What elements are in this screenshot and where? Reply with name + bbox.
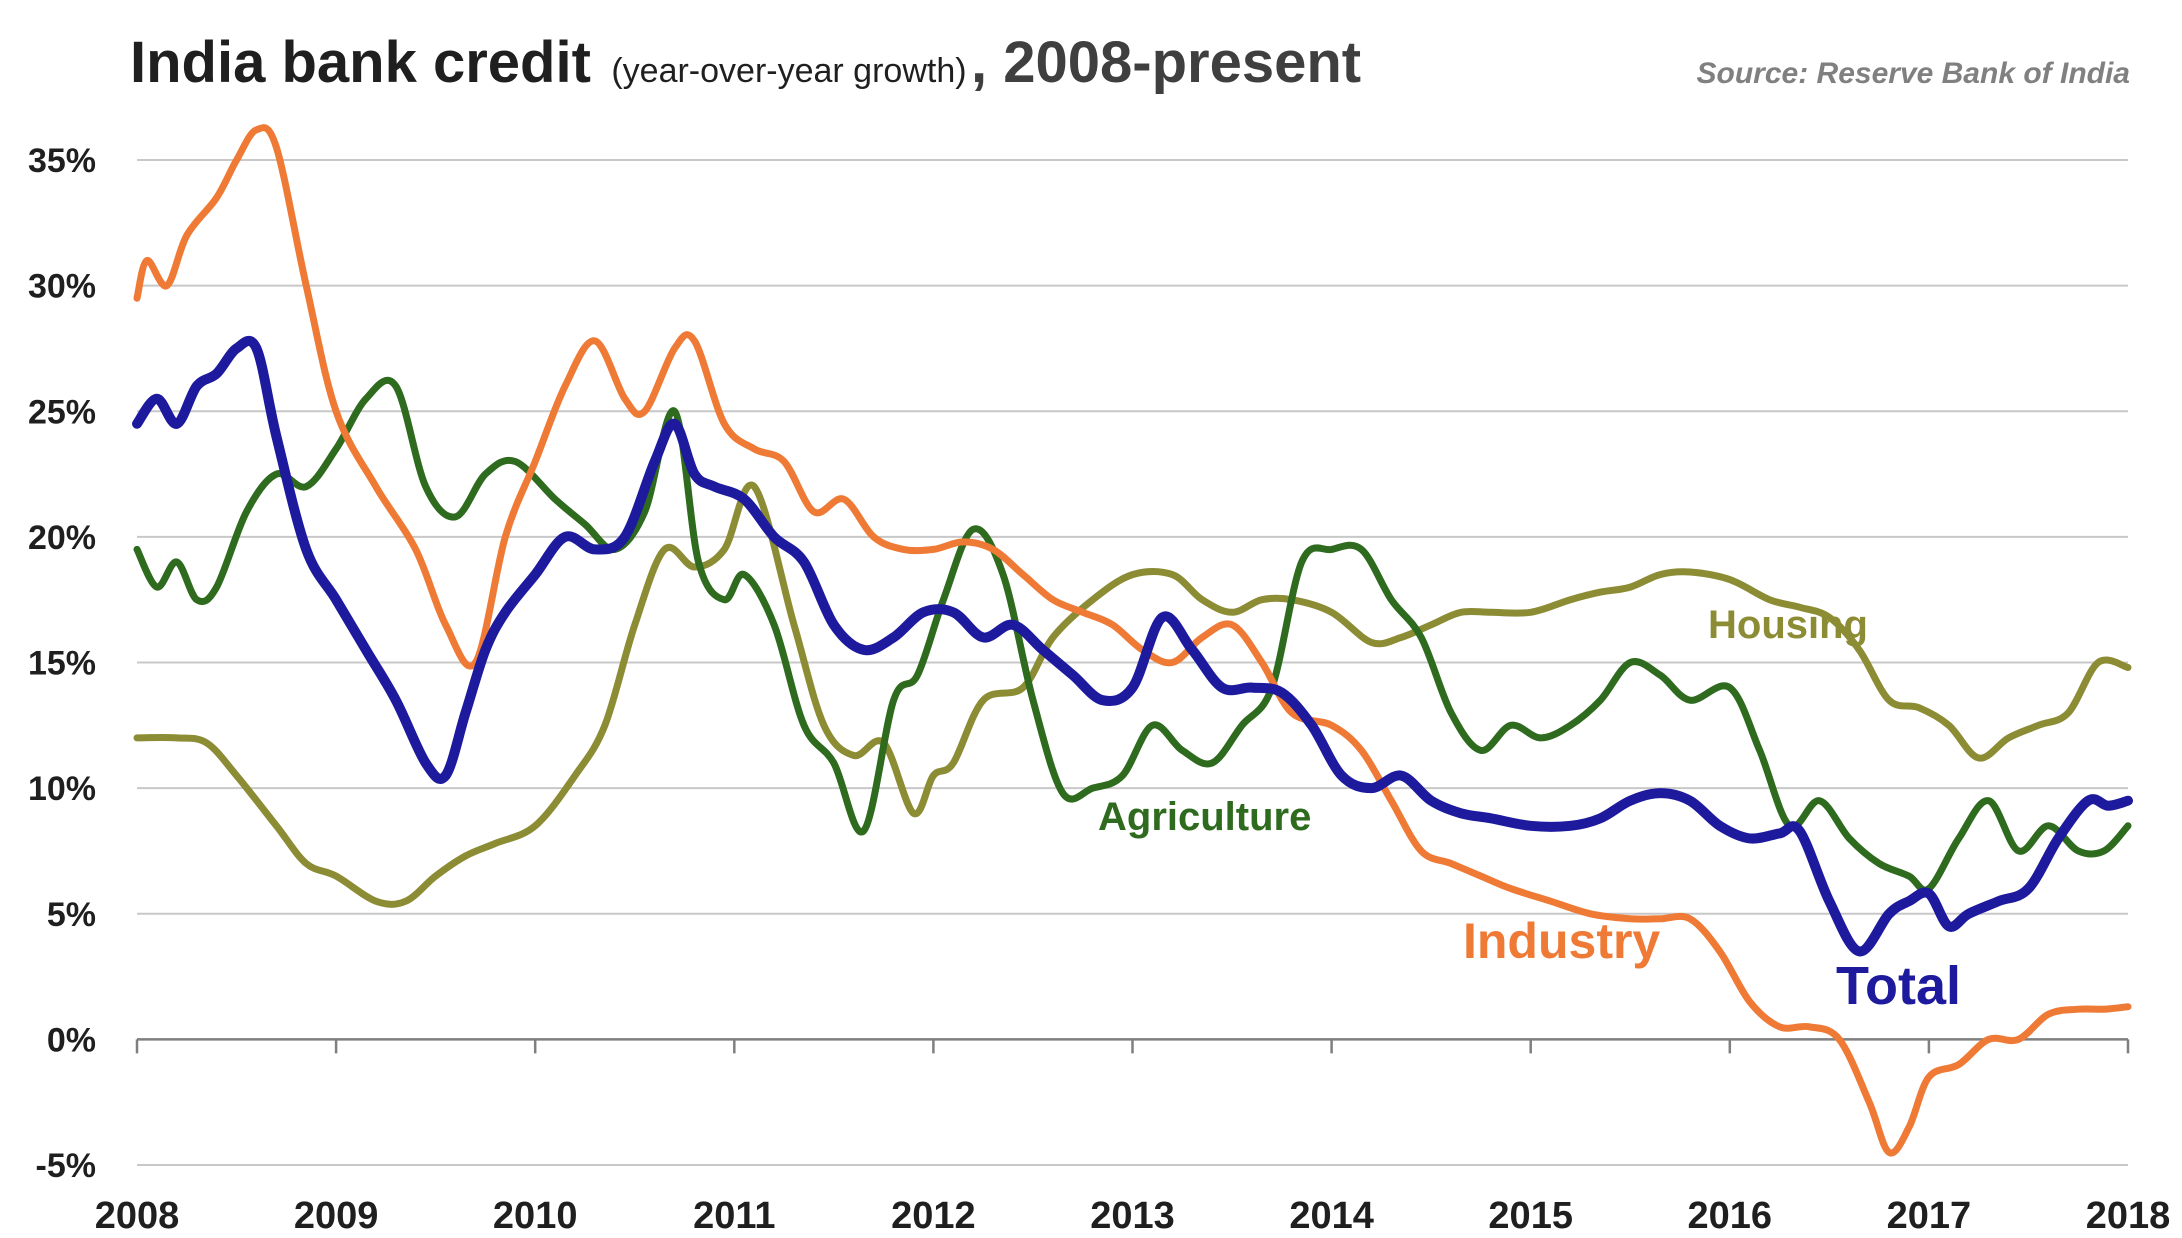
source-note: Source: Reserve Bank of India <box>1697 57 2130 90</box>
x-tick-label: 2008 <box>95 1195 180 1237</box>
x-tick-label: 2010 <box>493 1195 578 1237</box>
series-label-housing: Housing <box>1708 603 1868 647</box>
chart-title: India bank credit (year-over-year growth… <box>130 30 1361 95</box>
title-suffix: , 2008-present <box>971 30 1361 95</box>
series-label-industry: Industry <box>1463 913 1660 969</box>
series-line-total <box>132 335 2133 957</box>
x-tick-label: 2012 <box>891 1195 976 1237</box>
y-tick-label: 20% <box>28 519 96 557</box>
y-axis-ticks: 35% 30% 25% 20% 15% 10% 5% 0% -5% <box>28 142 96 1185</box>
x-tick-label: 2017 <box>1887 1195 1972 1237</box>
x-tick-label: 2013 <box>1090 1195 1175 1237</box>
y-tick-label: 30% <box>28 268 96 306</box>
y-tick-label: 10% <box>28 770 96 808</box>
series-label-agriculture: Agriculture <box>1098 795 1311 839</box>
y-tick-label: 5% <box>47 896 96 934</box>
series-label-total: Total <box>1836 956 1961 1016</box>
x-tick-label: 2018 <box>2086 1195 2171 1237</box>
x-tick-label: 2015 <box>1488 1195 1573 1237</box>
y-tick-label: -5% <box>36 1147 96 1185</box>
y-tick-label: 15% <box>28 645 96 683</box>
series-lines <box>132 124 2133 1157</box>
x-tick-label: 2009 <box>294 1195 379 1237</box>
title-main: India bank credit <box>130 30 591 95</box>
x-tick-label: 2014 <box>1289 1195 1374 1237</box>
y-tick-label: 0% <box>47 1021 96 1059</box>
x-axis: 2008 2009 2010 2011 2012 2013 2014 2015 2016 2017… <box>95 1038 2171 1237</box>
x-tick-label: 2011 <box>693 1195 775 1237</box>
title-subtitle: (year-over-year growth) <box>611 52 966 90</box>
y-tick-label: 25% <box>28 393 96 431</box>
x-tick-label: 2016 <box>1688 1195 1773 1237</box>
series-line-housing <box>133 481 2132 908</box>
svg-text:India bank credit (year-: India bank credit (year-over-year growth… <box>130 30 1361 95</box>
series-labels: Housing Agriculture Industry Total <box>1098 603 1961 1016</box>
series-line-industry <box>133 124 2132 1157</box>
y-tick-label: 35% <box>28 142 96 180</box>
gridlines <box>137 159 2128 1166</box>
